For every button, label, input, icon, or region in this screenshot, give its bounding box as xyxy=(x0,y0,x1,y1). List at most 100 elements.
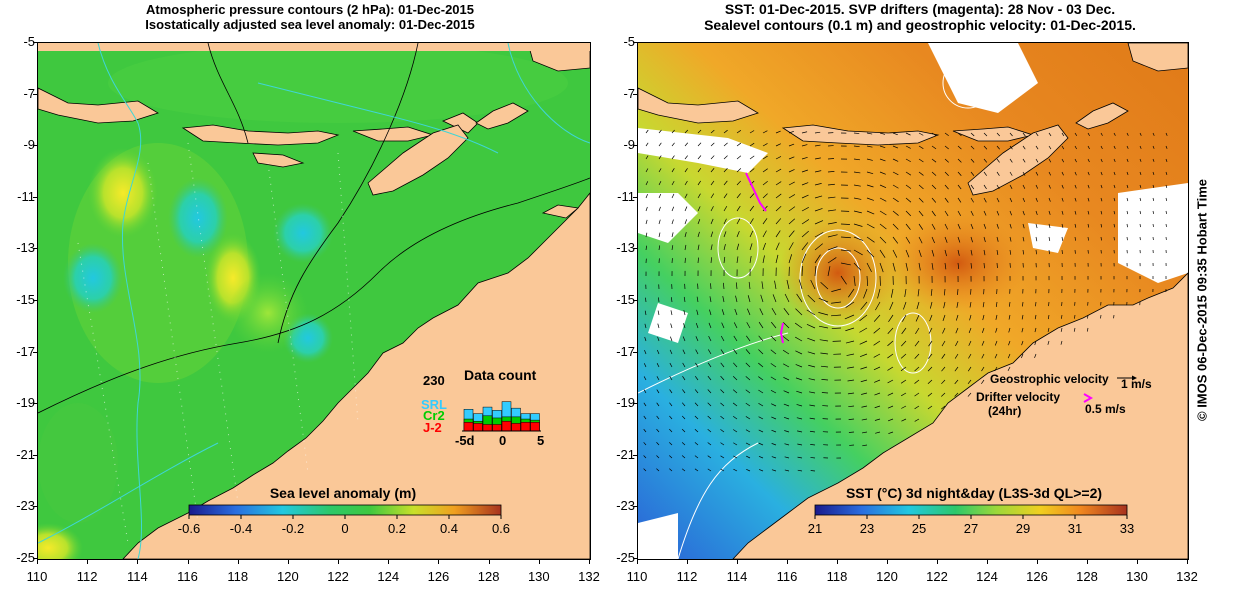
sst-map[interactable]: Geostrophic velocity 1 m/s Drifter veloc… xyxy=(637,42,1189,560)
pressure-contours xyxy=(38,43,590,414)
sea-level-map-svg: Data count 230 SRL Cr2 J-2 -5d 0 5 Sea l… xyxy=(38,43,590,559)
left-lon-tick-label: 116 xyxy=(177,569,198,584)
left-lat-tick-label: -21 xyxy=(16,446,35,462)
inset-xtick-start: -5d xyxy=(455,433,475,448)
sla-colorbar-tick-label: 0.2 xyxy=(388,521,406,536)
geostrophic-velocity-label: Geostrophic velocity xyxy=(990,372,1109,386)
sla-low-feature xyxy=(273,203,333,263)
left-lon-tick-label: 120 xyxy=(277,569,299,584)
inset-xtick-end: 5 xyxy=(537,433,544,448)
sst-map-svg: Geostrophic velocity 1 m/s Drifter veloc… xyxy=(638,43,1188,559)
left-lon-tick-label: 112 xyxy=(76,569,98,584)
right-lat-tick-label: -15 xyxy=(616,292,635,307)
left-lon-tick-label: 118 xyxy=(227,569,249,584)
drifter-velocity-label: Drifter velocity xyxy=(976,390,1060,404)
sla-low-feature xyxy=(63,243,123,313)
left-lat-tick-label: -11 xyxy=(17,188,35,204)
sst-colorbar-tick-label: 27 xyxy=(964,521,978,536)
right-lon-tick-label: 122 xyxy=(926,569,948,584)
inset-bar-j2 xyxy=(463,422,474,432)
right-lon-tick-label: 132 xyxy=(1176,569,1198,584)
inset-bar-j2 xyxy=(492,424,502,432)
left-lon-tick-label: 114 xyxy=(126,569,148,584)
sla-low-feature xyxy=(168,178,228,258)
right-lat-tick-label: -9 xyxy=(623,137,635,153)
right-lon-tick-label: 110 xyxy=(626,569,648,584)
right-lon-tick-label: 118 xyxy=(826,569,848,584)
left-title-line1: Atmospheric pressure contours (2 hPa): 0… xyxy=(146,2,474,17)
right-title-line2: Sealevel contours (0.1 m) and geostrophi… xyxy=(704,17,1136,33)
right-lon-tick-label: 112 xyxy=(676,569,698,584)
inset-bar-j2 xyxy=(530,422,540,432)
geostrophic-velocity-scale: 1 m/s xyxy=(1121,377,1152,391)
right-lat-tick-label: -5 xyxy=(623,34,635,49)
inset-legend-srl: SRL xyxy=(421,397,447,412)
right-lat-tick-label: -25 xyxy=(616,550,635,565)
left-lon-tick-label: 126 xyxy=(427,569,450,584)
sst-colorbar-tick-label: 25 xyxy=(912,521,926,536)
sealevel-contours xyxy=(638,57,994,559)
sst-colorbar-tick-label: 21 xyxy=(808,521,822,536)
bathymetry-contours xyxy=(38,43,590,559)
left-lon-tick-label: 128 xyxy=(477,569,500,584)
right-panel-title: SST: 01-Dec-2015. SVP drifters (magenta)… xyxy=(620,1,1220,33)
velocity-legend: Geostrophic velocity 1 m/s Drifter veloc… xyxy=(976,372,1152,418)
right-lat-tick-label: -7 xyxy=(623,85,635,101)
right-lat-tick-label: -11 xyxy=(617,188,635,204)
right-lat-tick-label: -19 xyxy=(616,395,635,411)
australia-landmass xyxy=(122,192,590,559)
right-lat-tick-label: -23 xyxy=(616,498,635,514)
sla-colorbar-tick-label: 0.4 xyxy=(440,521,458,536)
left-lat-tick-label: -23 xyxy=(16,498,35,514)
right-lon-tick-label: 114 xyxy=(726,569,748,584)
sst-colorbar-tick-label: 33 xyxy=(1120,521,1134,536)
inset-legend-j2: J-2 xyxy=(423,420,442,435)
sla-colorbar-title: Sea level anomaly (m) xyxy=(270,485,416,501)
sst-colorbar-tick-label: 31 xyxy=(1068,521,1082,536)
left-title-line2: Isostatically adjusted sea level anomaly… xyxy=(145,17,475,32)
credit-label: © IMOS 06-Dec-2015 09:35 Hobart Time xyxy=(1194,179,1210,421)
geostrophic-velocity-vectors xyxy=(643,129,1168,472)
left-lat-tick-label: -13 xyxy=(16,240,35,256)
inset-bar-j2 xyxy=(511,423,521,432)
sst-colorbar-title: SST (°C) 3d night&day (L3S-3d QL>=2) xyxy=(846,485,1102,501)
drifter-velocity-scale: 0.5 m/s xyxy=(1085,402,1126,416)
right-lat-tick-label: -13 xyxy=(616,240,635,256)
inset-bar-j2 xyxy=(482,424,493,432)
right-lat-tick-label: -17 xyxy=(616,343,635,359)
right-lon-tick-label: 116 xyxy=(776,569,798,584)
right-lon-tick-label: 120 xyxy=(876,569,898,584)
left-lon-tick-label: 130 xyxy=(527,569,550,584)
left-lon-tick-label: 124 xyxy=(377,569,400,584)
right-lon-tick-label: 124 xyxy=(976,569,998,584)
left-lat-tick-label: -17 xyxy=(16,343,35,359)
right-lon-tick-label: 128 xyxy=(1076,569,1098,584)
sea-level-anomaly-map[interactable]: Data count 230 SRL Cr2 J-2 -5d 0 5 Sea l… xyxy=(37,42,591,560)
left-lon-tick-label: 110 xyxy=(26,569,48,584)
indonesian-islands xyxy=(38,43,590,219)
sla-colorbar-tick-label: -0.6 xyxy=(178,521,200,536)
left-lat-tick-label: -7 xyxy=(23,85,35,101)
left-panel-title: Atmospheric pressure contours (2 hPa): 0… xyxy=(0,2,620,32)
inset-max-label: 230 xyxy=(423,373,445,388)
sla-colorbar-tick-label: 0 xyxy=(341,521,348,536)
inset-legend-cr2: Cr2 xyxy=(423,408,445,423)
sla-colorbar-tick-label: -0.2 xyxy=(282,521,304,536)
right-title-line1: SST: 01-Dec-2015. SVP drifters (magenta)… xyxy=(724,1,1116,17)
right-lon-tick-label: 126 xyxy=(1026,569,1048,584)
inset-bar-j2 xyxy=(473,423,483,432)
sst-colorbar-tick-label: 23 xyxy=(860,521,874,536)
inset-title: Data count xyxy=(464,367,537,383)
sla-colorbar-tick-label: 0.6 xyxy=(492,521,510,536)
inset-xtick-zero: 0 xyxy=(499,433,506,448)
left-lat-tick-label: -15 xyxy=(16,292,35,307)
left-lat-tick-label: -9 xyxy=(23,137,35,153)
data-count-inset: Data count 230 SRL Cr2 J-2 -5d 0 5 xyxy=(421,367,544,448)
inset-bar-j2 xyxy=(501,420,512,432)
indonesian-islands xyxy=(638,43,1188,196)
sla-high-feature xyxy=(88,148,158,238)
right-lat-tick-label: -21 xyxy=(616,446,635,462)
sla-colorbar-tick-label: -0.4 xyxy=(230,521,252,536)
sla-colorbar: Sea level anomaly (m) -0.6 -0.4 -0.2 0 0.2 0.… xyxy=(178,485,510,536)
sst-colorbar-tick-label: 29 xyxy=(1016,521,1030,536)
